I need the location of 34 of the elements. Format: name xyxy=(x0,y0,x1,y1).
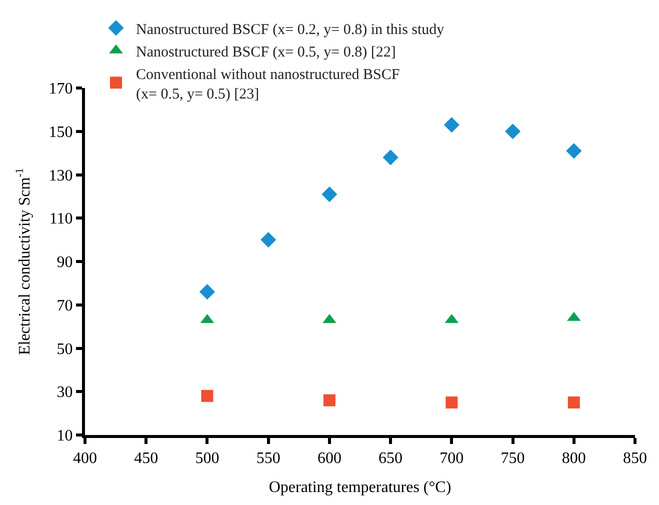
x-tick-label: 850 xyxy=(623,450,647,468)
x-tick-label: 750 xyxy=(500,450,525,468)
x-tick-label: 700 xyxy=(440,450,464,468)
legend-label: Conventional without nanostructured BSCF (x= 0.5, y= 0.5) [23] xyxy=(136,66,400,102)
point xyxy=(260,232,276,248)
x-tick-label: 600 xyxy=(317,450,342,468)
x-tick-label: 550 xyxy=(256,450,280,468)
y-tick-label: 10 xyxy=(56,428,73,445)
y-tick-label: 90 xyxy=(56,254,73,272)
point xyxy=(322,186,338,202)
point xyxy=(446,396,458,408)
legend-label: Nanostructured BSCF (x= 0.5, y= 0.8) [22] xyxy=(136,44,396,60)
x-tick-label: 500 xyxy=(195,450,220,468)
point xyxy=(568,396,580,408)
y-tick-label: 50 xyxy=(56,340,73,358)
point xyxy=(199,284,216,300)
x-tick-label: 450 xyxy=(134,450,158,468)
y-tick-label: 110 xyxy=(49,210,73,228)
y-tick-label: 130 xyxy=(48,167,73,184)
x-tick-label: 800 xyxy=(562,450,586,468)
legend-label: Nanostructured BSCF (x= 0.2, y= 0.8) in this study xyxy=(136,22,445,38)
point xyxy=(504,124,521,140)
point xyxy=(323,394,336,406)
point xyxy=(201,390,214,402)
y-tick-label: 30 xyxy=(56,384,73,402)
y-tick-label: 170 xyxy=(48,80,73,98)
x-axis-title: Operating temperatures (°C) xyxy=(268,478,452,496)
point xyxy=(382,150,398,166)
point xyxy=(444,117,460,133)
y-tick-label: 70 xyxy=(56,297,73,314)
y-tick-label: 150 xyxy=(48,124,73,141)
x-tick-label: 400 xyxy=(73,450,97,468)
x-tick-label: 650 xyxy=(378,450,403,468)
point xyxy=(566,143,582,159)
